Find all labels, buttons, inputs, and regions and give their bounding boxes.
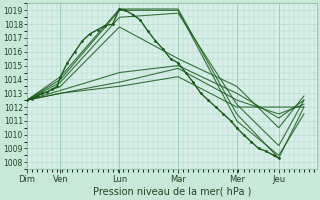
X-axis label: Pression niveau de la mer( hPa ): Pression niveau de la mer( hPa ) — [92, 187, 251, 197]
